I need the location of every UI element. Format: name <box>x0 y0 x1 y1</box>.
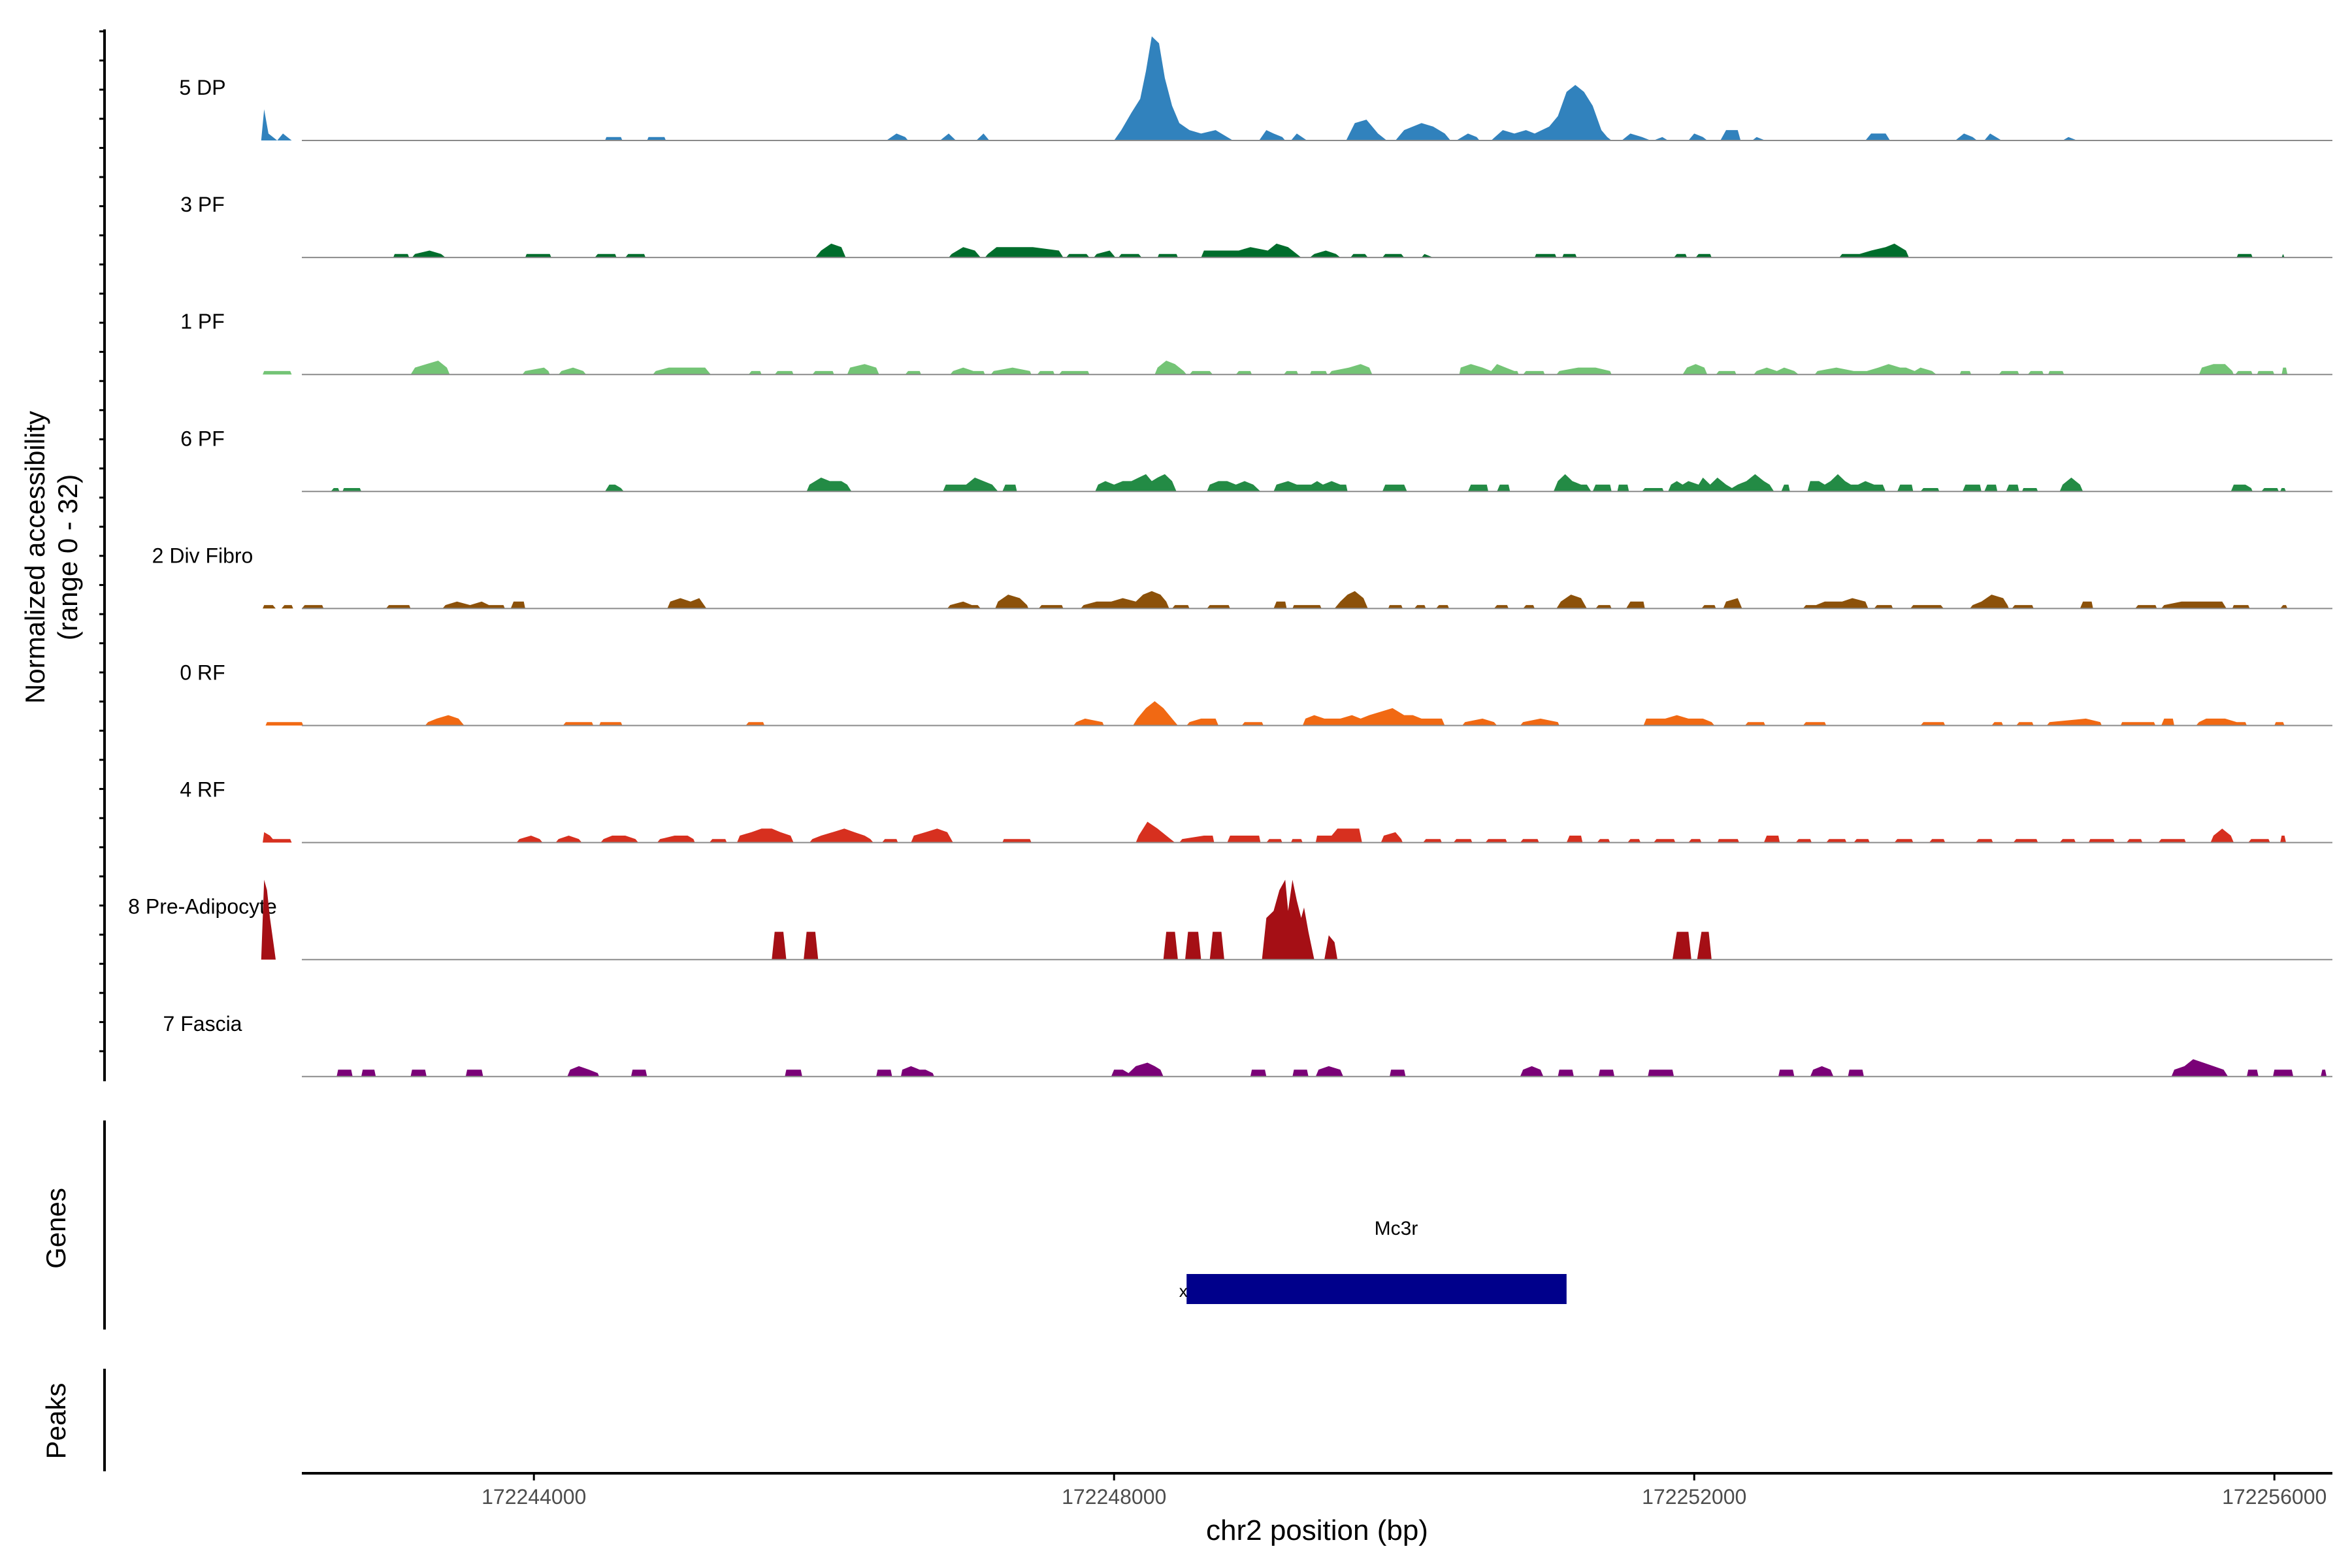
x-tick-label: 172248000 <box>1062 1485 1166 1509</box>
track-label: 6 PF <box>180 427 225 450</box>
track-6-pf: 6 PF <box>180 427 2332 493</box>
track-label: 2 Div Fibro <box>152 544 253 567</box>
track-label: 3 PF <box>180 193 225 216</box>
y-axis-label-line1: Normalized accessibility <box>20 411 50 704</box>
gene-track: Mc3r x <box>1179 1218 1567 1304</box>
x-tick-label: 172244000 <box>482 1485 586 1509</box>
track-0-rf: 0 RF <box>180 661 2332 727</box>
track-area <box>263 821 2286 843</box>
track-label: 1 PF <box>180 310 225 333</box>
track-1-pf: 1 PF <box>180 310 2332 376</box>
track-3-pf: 3 PF <box>180 193 2332 259</box>
track-area <box>261 36 2078 140</box>
y-axis-label-line2: (range 0 - 32) <box>52 474 83 640</box>
track-area <box>263 591 2288 609</box>
track-5-dp: 5 DP <box>179 36 2332 141</box>
track-label: 5 DP <box>179 76 225 99</box>
track-area <box>263 361 2288 375</box>
track-label: 0 RF <box>180 661 225 685</box>
x-axis-label: chr2 position (bp) <box>1206 1514 1428 1546</box>
track-label: 7 Fascia <box>163 1012 242 1036</box>
track-7-fascia: 7 Fascia <box>163 1012 2332 1077</box>
coverage-tracks: 5 DP 3 PF 1 PF 6 PF 2 Div Fibro 0 RF 4 RF 8 Pre… <box>128 36 2332 1077</box>
track-area <box>336 1059 2327 1077</box>
track-4-rf: 4 RF <box>180 778 2332 843</box>
track-area <box>265 701 2285 726</box>
gene-strand-marker: x <box>1179 1281 1188 1301</box>
peaks-label: Peaks <box>41 1383 71 1460</box>
track-2-div-fibro: 2 Div Fibro <box>152 544 2332 610</box>
track-area <box>261 879 1712 960</box>
track-label: 8 Pre-Adipocyte <box>128 895 277 919</box>
track-8-pre-adipocyte: 8 Pre-Adipocyte <box>128 879 2332 960</box>
x-tick-label: 172256000 <box>2222 1485 2327 1509</box>
gene-body <box>1186 1274 1567 1304</box>
x-tick-label: 172252000 <box>1642 1485 1746 1509</box>
track-label: 4 RF <box>180 778 225 802</box>
track-area <box>331 474 2287 492</box>
genes-label: Genes <box>41 1188 71 1269</box>
left-axes <box>99 29 106 1471</box>
track-area <box>393 243 2285 258</box>
gene-name-label: Mc3r <box>1375 1218 1418 1239</box>
x-axis: 172244000 172248000 172252000 172256000 <box>302 1472 2332 1509</box>
